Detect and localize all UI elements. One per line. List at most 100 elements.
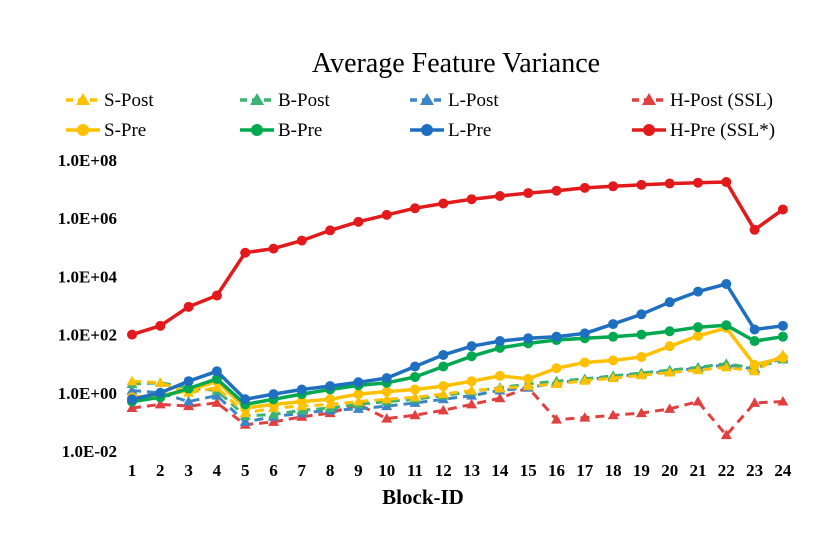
series-s-pre: [127, 322, 788, 414]
data-point: [579, 328, 590, 339]
data-point: [522, 380, 534, 391]
x-tick-label: 2: [156, 461, 165, 480]
series-l-pre: [127, 278, 788, 405]
data-point: [636, 329, 647, 340]
data-point: [268, 389, 279, 400]
data-point: [777, 352, 788, 363]
x-tick-label: 7: [298, 461, 307, 480]
data-point: [749, 336, 760, 347]
data-point: [721, 278, 732, 289]
data-point: [664, 366, 676, 377]
data-point: [523, 373, 534, 384]
series-line-h-pre-ssl: [131, 180, 784, 337]
data-point: [664, 403, 676, 413]
legend-item-l-pre: L-Pre: [410, 120, 491, 141]
data-point: [693, 322, 703, 333]
data-point: [749, 397, 761, 407]
data-point: [608, 181, 619, 192]
legend-label: H-Post (SSL): [670, 90, 773, 111]
data-point: [466, 384, 478, 395]
data-point: [523, 333, 534, 344]
data-point: [126, 375, 138, 386]
y-tick-label: 1.0E+06: [58, 209, 117, 228]
data-point: [381, 386, 392, 397]
data-point: [551, 378, 562, 389]
data-point: [635, 407, 647, 418]
x-tick-label: 18: [605, 461, 622, 480]
data-point: [437, 404, 449, 415]
data-point: [352, 396, 364, 406]
data-point: [126, 384, 138, 395]
y-tick-label: 1.0E+08: [58, 151, 117, 170]
data-point: [579, 412, 591, 422]
legend-item-s-post: S-Post: [66, 90, 154, 111]
data-point: [155, 387, 166, 398]
x-axis: 1 2 3 4 5 6 7 8 9 10 11 12 13 14 15 16 17 18 19 20 21 22 23 24: [128, 461, 792, 480]
data-point: [325, 381, 336, 392]
series-line-l-pre: [131, 282, 784, 402]
x-tick-label: 24: [774, 461, 792, 480]
series-h-pre-ssl: [127, 177, 788, 340]
data-point: [692, 396, 704, 406]
data-point: [211, 382, 223, 392]
series-line-s-post: [131, 353, 784, 415]
data-point: [183, 396, 195, 406]
data-point: [551, 331, 562, 342]
data-point: [551, 363, 562, 374]
chart-title: Average Feature Variance: [312, 48, 600, 79]
data-point: [579, 357, 590, 368]
data-point: [211, 397, 223, 407]
y-axis: 1.0E-02 1.0E+00 1.0E+02 1.0E+04 1.0E+06 1.0E+…: [58, 151, 118, 461]
data-point: [494, 370, 505, 381]
x-tick-label: 11: [407, 461, 423, 480]
legend-item-l-post: L-Post: [410, 90, 499, 111]
data-point: [466, 376, 477, 387]
legend-item-b-pre: B-Pre: [240, 120, 322, 141]
data-point: [381, 393, 393, 404]
data-point: [636, 179, 647, 190]
data-point: [636, 309, 647, 320]
data-point: [664, 341, 675, 352]
data-point: [437, 388, 449, 399]
x-tick-label: 15: [520, 461, 537, 480]
data-point: [466, 351, 477, 362]
data-point: [438, 349, 449, 360]
x-tick-label: 5: [241, 461, 250, 480]
legend-item-h-pre-ssl: H-Pre (SSL*): [632, 120, 775, 141]
data-point: [353, 216, 364, 227]
data-point: [438, 361, 449, 372]
legend-marker: [251, 124, 263, 136]
y-tick-label: 1.0E+00: [58, 384, 117, 403]
x-tick-label: 16: [548, 461, 565, 480]
data-point: [409, 409, 421, 420]
x-tick-label: 4: [213, 461, 222, 480]
x-tick-label: 8: [326, 461, 335, 480]
legend-label: S-Post: [104, 90, 154, 111]
data-point: [183, 383, 194, 394]
data-point: [579, 182, 590, 193]
data-point: [777, 331, 788, 342]
legend-item-b-post: B-Post: [240, 90, 330, 111]
data-point: [381, 373, 392, 384]
data-point: [494, 190, 505, 201]
legend-marker: [642, 93, 656, 105]
plot-area: [126, 177, 789, 440]
data-point: [551, 185, 562, 196]
data-point: [381, 209, 392, 220]
legend-marker: [643, 124, 655, 136]
data-point: [720, 429, 732, 440]
data-point: [296, 384, 307, 395]
legend-marker: [76, 93, 90, 105]
data-point: [353, 389, 364, 400]
data-point: [410, 371, 420, 382]
data-point: [240, 394, 251, 405]
x-axis-label: Block-ID: [382, 485, 464, 509]
series-line-b-post: [131, 357, 784, 418]
legend-label: B-Post: [278, 90, 330, 111]
legend-label: B-Pre: [278, 120, 322, 141]
x-tick-label: 21: [690, 461, 707, 480]
y-tick-label: 1.0E-02: [62, 442, 117, 461]
data-point: [607, 372, 619, 383]
data-point: [211, 366, 222, 377]
